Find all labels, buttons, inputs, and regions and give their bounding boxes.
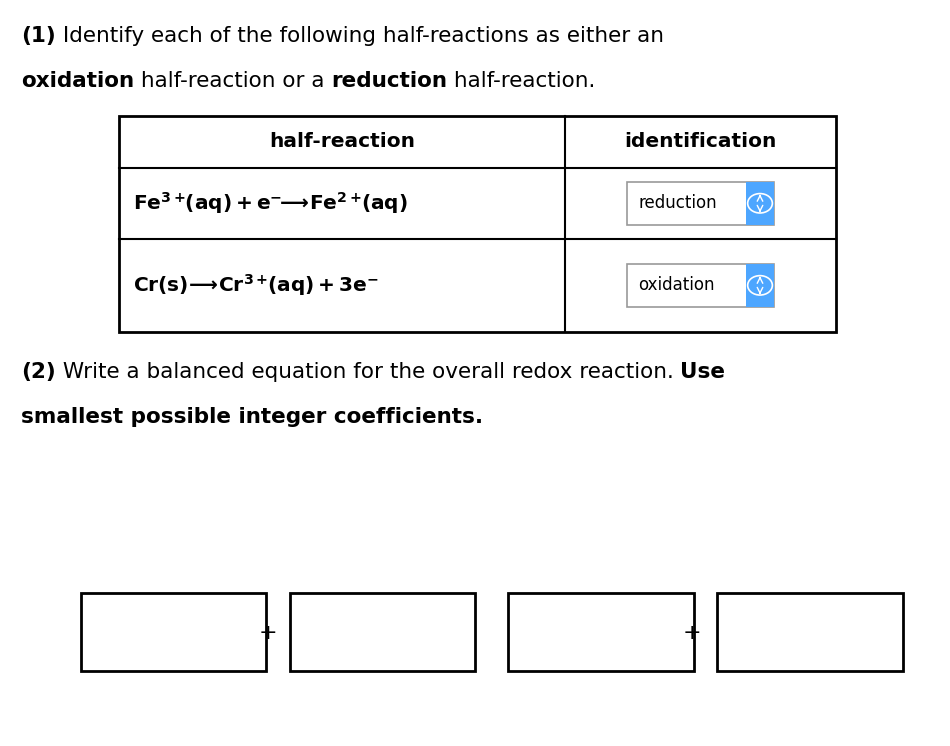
Text: (1): (1) bbox=[21, 26, 56, 46]
Bar bbox=[746, 181, 774, 225]
Text: reduction: reduction bbox=[638, 194, 717, 213]
Bar bbox=[81, 593, 266, 671]
Text: Use: Use bbox=[680, 362, 726, 382]
Text: identification: identification bbox=[624, 132, 777, 151]
Bar bbox=[746, 263, 774, 307]
Text: oxidation: oxidation bbox=[638, 276, 715, 295]
Text: Write a balanced equation for the overall redox reaction.: Write a balanced equation for the overal… bbox=[56, 362, 680, 382]
Text: half-reaction: half-reaction bbox=[269, 132, 415, 151]
Bar bbox=[119, 116, 836, 332]
Text: +: + bbox=[682, 623, 701, 642]
Text: reduction: reduction bbox=[332, 71, 447, 91]
Text: half-reaction.: half-reaction. bbox=[447, 71, 596, 91]
Bar bbox=[627, 181, 774, 225]
Text: half-reaction or a: half-reaction or a bbox=[134, 71, 332, 91]
Text: oxidation: oxidation bbox=[21, 71, 134, 91]
Text: smallest possible integer coefficients.: smallest possible integer coefficients. bbox=[21, 407, 483, 427]
Bar bbox=[290, 593, 475, 671]
Text: (2): (2) bbox=[21, 362, 56, 382]
Text: Identify each of the following half-reactions as either an: Identify each of the following half-reac… bbox=[56, 26, 664, 46]
Text: +: + bbox=[258, 623, 277, 642]
Bar bbox=[508, 593, 694, 671]
Bar bbox=[717, 593, 902, 671]
Text: $\mathbf{Cr(s)\!\longrightarrow\!Cr^{3+}\!(aq) + 3e^{-}}$: $\mathbf{Cr(s)\!\longrightarrow\!Cr^{3+}… bbox=[133, 272, 379, 298]
Bar bbox=[627, 263, 774, 307]
Text: $\mathbf{Fe^{3+}\!(aq) + e^{-}\!\!\longrightarrow\!Fe^{2+}\!(aq)}$: $\mathbf{Fe^{3+}\!(aq) + e^{-}\!\!\longr… bbox=[133, 190, 408, 216]
